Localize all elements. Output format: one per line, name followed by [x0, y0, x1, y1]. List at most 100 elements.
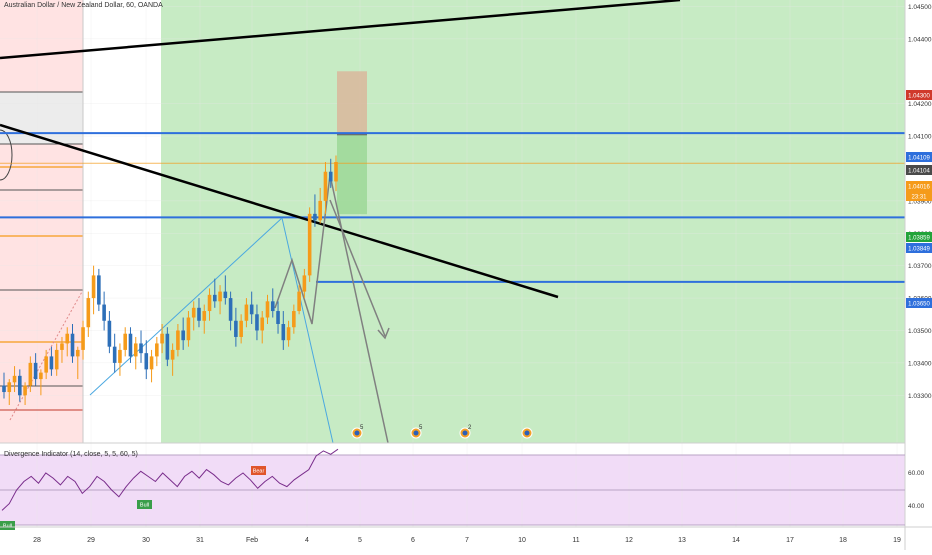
price-axis[interactable]: 1.04500 1.04400 1.04200 1.04100 1.03900 1.038… — [904, 0, 932, 550]
time-tick-label: 6 — [411, 537, 415, 544]
price-tick-label: 1.04100 — [908, 134, 932, 141]
time-tick-label: 17 — [786, 537, 794, 544]
candle-body — [44, 356, 48, 373]
candle-body — [297, 291, 301, 312]
price-tick-label: 1.03500 — [908, 328, 932, 335]
candle-body — [102, 304, 106, 321]
candle-body — [133, 343, 138, 357]
candle-body — [318, 200, 322, 221]
candle-body — [260, 317, 265, 331]
candle-body — [228, 298, 233, 321]
chart-title: Australian Dollar / New Zealand Dollar, … — [4, 2, 163, 9]
time-tick-label: 12 — [625, 537, 633, 544]
price-axis-bg — [905, 0, 932, 550]
fib-line — [89, 217, 283, 396]
candle-body — [176, 330, 180, 350]
zone-green — [161, 0, 905, 443]
osc-tick-label: 60.00 — [908, 470, 925, 477]
price-tick-label: 1.04500 — [908, 4, 932, 11]
time-tick-label: 29 — [87, 537, 95, 544]
candle-body — [202, 311, 207, 321]
osc-badge — [251, 466, 266, 475]
price-label-text: 1.03849 — [908, 247, 930, 253]
trendline-upper[interactable] — [0, 0, 681, 60]
candle-body — [23, 385, 27, 396]
candle-body — [75, 349, 80, 357]
candle-body — [97, 275, 101, 305]
candle-body — [123, 333, 128, 350]
time-tick-label: 13 — [678, 537, 686, 544]
price-label-bg — [906, 165, 932, 175]
price-label-bg — [906, 181, 932, 191]
event-marker-core — [462, 430, 468, 436]
price-tick-label: 1.04400 — [908, 36, 932, 43]
osc-tick-label: 40.00 — [908, 503, 925, 510]
time-tick-label: 11 — [572, 537, 579, 544]
trendline-descending[interactable] — [0, 123, 559, 299]
time-tick-label: 30 — [142, 537, 150, 544]
candle-body — [249, 304, 254, 315]
osc-badge-text: Bull — [140, 503, 149, 509]
candle-body — [307, 213, 312, 276]
candle-body — [302, 275, 307, 292]
price-tick-label: 1.03700 — [908, 263, 932, 270]
time-axis[interactable]: 28 29 30 31 Feb 4 5 6 7 10 11 12 13 14 17 18 19 — [0, 526, 932, 544]
position-stop-zone[interactable] — [337, 71, 367, 135]
candle-body — [212, 294, 217, 302]
time-tick-label: 5 — [358, 537, 362, 544]
price-label-text: 1.03650 — [908, 302, 930, 308]
price-tick-label: 1.04200 — [908, 101, 932, 108]
candle-body — [323, 171, 328, 201]
dotted-guide — [9, 289, 84, 421]
candle-body — [139, 343, 143, 354]
candle-body — [39, 372, 43, 380]
osc-badge-text: Bear — [253, 469, 265, 475]
candle-body — [144, 353, 149, 370]
candle-body — [286, 327, 291, 341]
price-label-text: 1.04300 — [908, 94, 930, 100]
projection-arrow — [329, 199, 386, 337]
event-marker-core — [413, 430, 419, 436]
position-target-zone[interactable] — [337, 134, 367, 215]
time-tick-label: 31 — [196, 537, 204, 544]
candle-body — [181, 330, 185, 341]
price-label-bg — [906, 152, 932, 162]
time-tick-label: Feb — [246, 537, 258, 544]
candle-body — [60, 343, 64, 350]
price-label-bg — [906, 298, 932, 308]
price-tick-label: 1.03400 — [908, 360, 932, 367]
time-tick-label: 18 — [839, 537, 847, 544]
candle-body — [207, 294, 212, 312]
candle-body — [244, 304, 249, 321]
candle-body — [239, 320, 243, 337]
candle-body — [128, 333, 133, 357]
price-label-text: 1.04016 — [908, 185, 930, 191]
price-label-text: 1.03859 — [908, 236, 930, 242]
candle-body — [218, 291, 222, 302]
candle-body — [270, 301, 275, 312]
candle-body — [28, 362, 33, 386]
candle-body — [18, 375, 22, 396]
price-label-text: 1.04104 — [908, 169, 930, 175]
event-marker-count: 5 — [360, 425, 364, 431]
time-tick-label: 7 — [465, 537, 469, 544]
candle-body — [265, 301, 270, 318]
price-label-text: 23:31 — [911, 195, 927, 201]
price-label-bg — [906, 90, 932, 100]
candle-body — [191, 307, 196, 318]
candle-body — [255, 314, 259, 331]
candle-body — [223, 291, 228, 299]
candle-body — [107, 320, 112, 347]
time-tick-label: 10 — [518, 537, 526, 544]
osc-badge — [137, 500, 152, 509]
candle-body — [155, 343, 159, 357]
fib-line — [281, 217, 334, 444]
candle-body — [281, 324, 286, 341]
candle-body — [334, 162, 338, 182]
price-tick-label: 1.03900 — [908, 198, 932, 205]
candle-body — [234, 320, 238, 337]
grid — [0, 0, 905, 527]
